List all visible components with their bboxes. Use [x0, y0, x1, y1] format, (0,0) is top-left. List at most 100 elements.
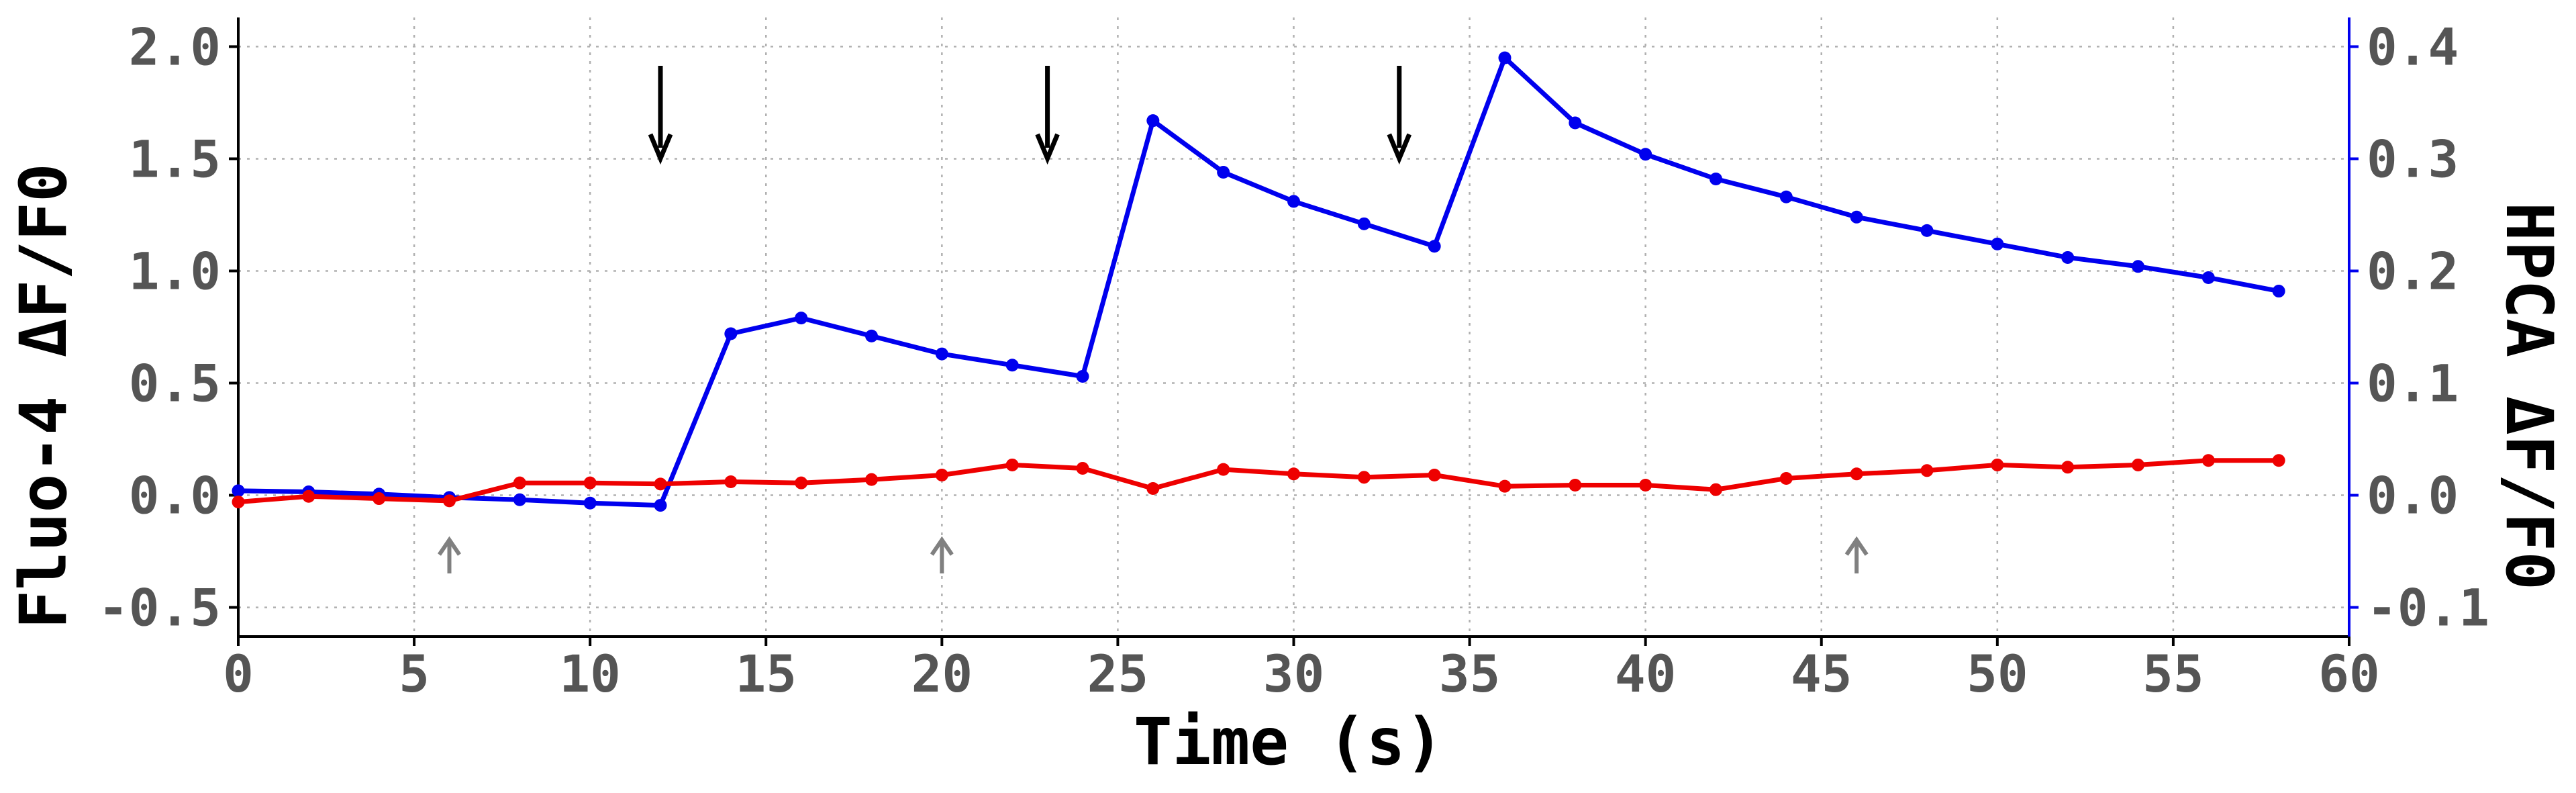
series-point-1 [2132, 458, 2144, 471]
y-right-tick-label: 0.1 [2367, 354, 2459, 414]
series-point-0 [1850, 210, 1863, 224]
y-axis-left-label: Fluo-4 ΔF/F0 [6, 163, 81, 629]
y-left-tick-label: 0.0 [129, 466, 221, 526]
series-point-0 [1005, 359, 1019, 372]
series-point-1 [302, 489, 315, 503]
series-point-1 [1005, 458, 1019, 471]
series-point-0 [1357, 217, 1371, 230]
series-point-1 [2201, 454, 2215, 467]
series-point-1 [1710, 483, 1722, 496]
y-right-tick-label: 0.4 [2367, 17, 2459, 77]
series-point-1 [1639, 479, 1652, 492]
x-tick-label: 60 [2318, 644, 2380, 704]
series-group [232, 51, 2285, 512]
y-left-tick-label: 0.5 [129, 354, 221, 414]
series-point-1 [1287, 467, 1300, 481]
series-point-0 [795, 312, 808, 325]
series-point-0 [1710, 173, 1722, 186]
series-point-0 [1920, 224, 1934, 237]
series-point-1 [795, 476, 808, 489]
series-point-0 [1569, 116, 1582, 130]
series-point-0 [1639, 148, 1652, 161]
series-point-1 [724, 475, 738, 488]
series-point-1 [1357, 471, 1371, 484]
series-point-0 [654, 499, 667, 512]
down-arrow-head [648, 133, 673, 165]
annotation-arrows [438, 66, 1869, 573]
series-point-1 [654, 477, 667, 491]
x-tick-label: 55 [2142, 644, 2204, 704]
series-point-1 [513, 476, 526, 489]
y-left-tick-label: 2.0 [129, 17, 221, 77]
x-tick-label: 40 [1615, 644, 1677, 704]
series-point-0 [232, 484, 245, 498]
x-axis-label: Time (s) [1134, 704, 1444, 780]
y-left-tick-label: 1.5 [129, 129, 221, 189]
y-left-tick-label: -0.5 [98, 578, 221, 638]
x-tick-label: 20 [911, 644, 973, 704]
x-tick-label: 30 [1263, 644, 1325, 704]
series-point-1 [1779, 471, 1793, 485]
series-point-1 [1076, 461, 1089, 475]
series-point-0 [2201, 271, 2215, 285]
series-point-1 [1428, 468, 1441, 481]
series-point-0 [935, 347, 948, 361]
series-point-0 [2061, 250, 2075, 264]
y-right-tick-label: 0.2 [2367, 241, 2459, 301]
x-tick-label: 10 [559, 644, 621, 704]
up-arrow-head [438, 536, 461, 556]
series-point-1 [443, 494, 456, 508]
series-point-1 [1991, 458, 2004, 471]
series-point-1 [373, 492, 386, 506]
series-point-0 [1076, 369, 1089, 383]
x-tick-label: 35 [1439, 644, 1501, 704]
down-arrow-head [1387, 133, 1411, 165]
series-point-0 [583, 496, 597, 510]
series-point-0 [1146, 114, 1160, 128]
x-tick-label: 45 [1791, 644, 1852, 704]
x-tick-label: 0 [223, 644, 254, 704]
series-point-0 [1991, 237, 2004, 250]
y-right-tick-label: 0.0 [2367, 466, 2459, 526]
series-point-0 [1779, 190, 1793, 203]
y-right-tick-label: -0.1 [2367, 578, 2489, 638]
series-point-0 [1428, 240, 1441, 253]
x-tick-label: 5 [399, 644, 430, 704]
series-point-1 [935, 468, 948, 481]
series-point-0 [2132, 260, 2144, 273]
tick-labels: 0 5 10 15 20 25 30 35 40 45 50 55 60 -0.5 0.0 0.5 1.0 1.5… [98, 17, 2489, 704]
series-point-1 [1498, 479, 1512, 493]
y-right-tick-label: 0.3 [2367, 129, 2459, 189]
series-point-1 [2272, 454, 2285, 467]
y-axis-right-label: HPCA ΔF/F0 [2491, 202, 2567, 590]
series-line-0 [238, 55, 2279, 508]
down-arrow-head [1035, 133, 1060, 165]
y-left-tick-label: 1.0 [129, 241, 221, 301]
series-point-0 [724, 327, 738, 340]
grid-lines [237, 17, 2350, 637]
series-point-0 [2272, 285, 2285, 298]
series-point-0 [865, 329, 878, 342]
x-tick-label: 25 [1087, 644, 1149, 704]
series-point-1 [2061, 461, 2075, 474]
series-point-1 [865, 473, 878, 486]
axes [229, 17, 2359, 646]
up-arrow-head [930, 536, 954, 556]
series-point-1 [1850, 467, 1863, 481]
series-point-1 [232, 496, 245, 509]
series-point-0 [1287, 195, 1300, 208]
x-tick-label: 50 [1967, 644, 2028, 704]
series-point-1 [583, 476, 597, 489]
series-point-0 [1217, 166, 1230, 179]
series-line-1 [238, 458, 2279, 505]
series-point-1 [1920, 464, 1934, 477]
up-arrow-head [1844, 536, 1869, 556]
series-point-0 [1498, 51, 1512, 64]
series-point-1 [1217, 463, 1230, 476]
series-point-1 [1146, 482, 1160, 496]
x-tick-label: 15 [735, 644, 797, 704]
series-point-0 [513, 493, 526, 506]
series-point-1 [1569, 479, 1582, 492]
